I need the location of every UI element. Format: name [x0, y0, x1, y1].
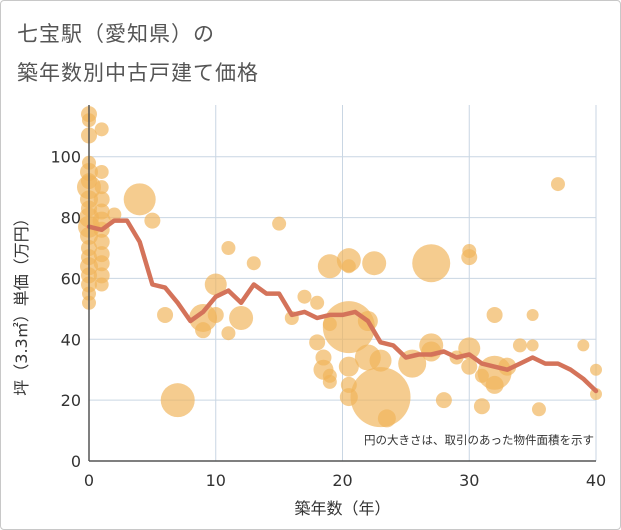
- bubble-point: [107, 207, 122, 222]
- bubble-point: [272, 216, 287, 231]
- bubble-point: [498, 357, 517, 376]
- bubble-size-note: 円の大きさは、取引のあった物件面積を示す: [364, 433, 594, 447]
- bubble-point: [362, 251, 387, 276]
- bubble-point: [144, 212, 161, 229]
- bubble-point: [229, 305, 254, 330]
- bubble-point: [412, 244, 451, 283]
- bubble-point: [526, 308, 539, 321]
- bubble-point: [310, 295, 325, 310]
- bubble-point: [94, 277, 109, 292]
- bubble-point: [486, 306, 503, 323]
- bubble-point: [322, 374, 337, 389]
- bubble-point: [246, 256, 261, 271]
- bubble-point: [512, 338, 527, 353]
- x-tick-label: 10: [206, 471, 226, 490]
- y-tick-label: 100: [50, 148, 81, 167]
- bubble-point: [435, 392, 452, 409]
- x-axis-title: 築年数（年）: [294, 499, 390, 518]
- bubble-point: [577, 339, 590, 352]
- bubble-point: [195, 322, 212, 339]
- y-tick-label: 60: [61, 269, 81, 288]
- bubble-point: [221, 326, 236, 341]
- bubble-point: [93, 191, 110, 208]
- bubble-point: [123, 183, 156, 216]
- bubble-point: [461, 358, 478, 375]
- bubble-point: [473, 398, 490, 415]
- trend-line: [86, 218, 599, 394]
- bubble-point: [317, 254, 342, 279]
- bubble-point: [461, 249, 478, 266]
- x-tick-label: 30: [459, 471, 479, 490]
- bubble-point: [309, 334, 326, 351]
- bubble-point: [550, 177, 565, 192]
- axes: [88, 105, 596, 462]
- bubble-point: [377, 409, 396, 428]
- bubble-point: [297, 289, 312, 304]
- chart-title-line-2: 築年数別中古戸建て価格: [17, 61, 259, 85]
- bubble-point: [221, 241, 236, 256]
- y-axis-title: 坪（3.3㎡）単価（万円）: [12, 210, 31, 395]
- x-tick-label: 20: [332, 471, 352, 490]
- bubble-point: [93, 255, 110, 272]
- bubble-point: [93, 233, 110, 250]
- bubble-point: [485, 375, 504, 394]
- tick-labels: 0 10 20 30 40 0 20 40 60 80 100: [50, 148, 606, 490]
- bubble-point: [531, 402, 546, 417]
- chart-title-line-1: 七宝駅（愛知県）の: [17, 22, 215, 46]
- bubble-point: [94, 164, 109, 179]
- y-tick-label: 80: [61, 209, 81, 228]
- bubble-point: [341, 259, 356, 274]
- bubble-point: [526, 339, 539, 352]
- bubble-point: [369, 349, 392, 372]
- x-tick-label: 0: [84, 471, 94, 490]
- bubble-point: [350, 367, 411, 428]
- bubble-point: [590, 363, 602, 376]
- x-tick-label: 40: [586, 471, 606, 490]
- bubble-point: [160, 383, 195, 418]
- bubble-point: [94, 122, 109, 137]
- y-tick-label: 40: [61, 330, 81, 349]
- y-tick-label: 20: [61, 391, 81, 410]
- bubble-point: [207, 306, 224, 323]
- bubble-point: [157, 306, 174, 323]
- bubble-point: [338, 356, 359, 377]
- y-tick-label: 0: [71, 452, 81, 471]
- bubble-point: [94, 180, 109, 195]
- bubble-series: [77, 106, 602, 428]
- bubble-point: [204, 273, 227, 296]
